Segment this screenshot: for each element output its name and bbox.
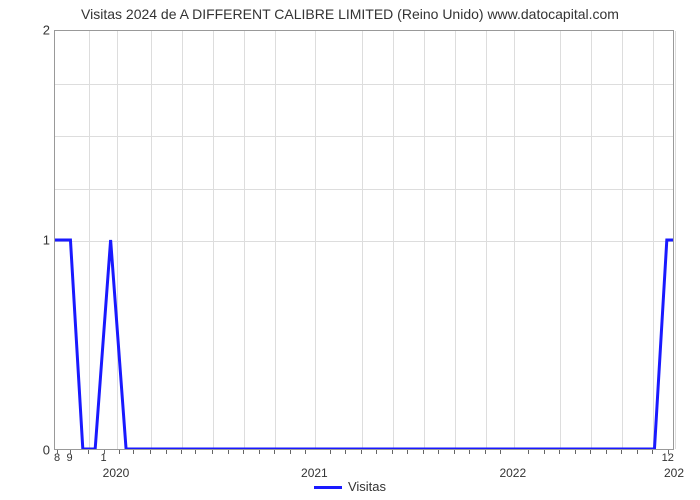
xtick-major-label: 202	[664, 466, 684, 480]
plot-area	[54, 30, 674, 450]
legend: Visitas	[0, 479, 700, 494]
ytick-label: 0	[20, 443, 50, 458]
xtick-major-label: 2022	[499, 466, 526, 480]
ytick-label: 1	[20, 233, 50, 248]
line-series	[55, 31, 673, 449]
legend-label: Visitas	[348, 479, 386, 494]
chart-title: Visitas 2024 de A DIFFERENT CALIBRE LIMI…	[0, 6, 700, 22]
xtick-major-label: 2020	[103, 466, 130, 480]
xtick-major-label: 2021	[301, 466, 328, 480]
ytick-label: 2	[20, 23, 50, 38]
legend-swatch	[314, 486, 342, 489]
